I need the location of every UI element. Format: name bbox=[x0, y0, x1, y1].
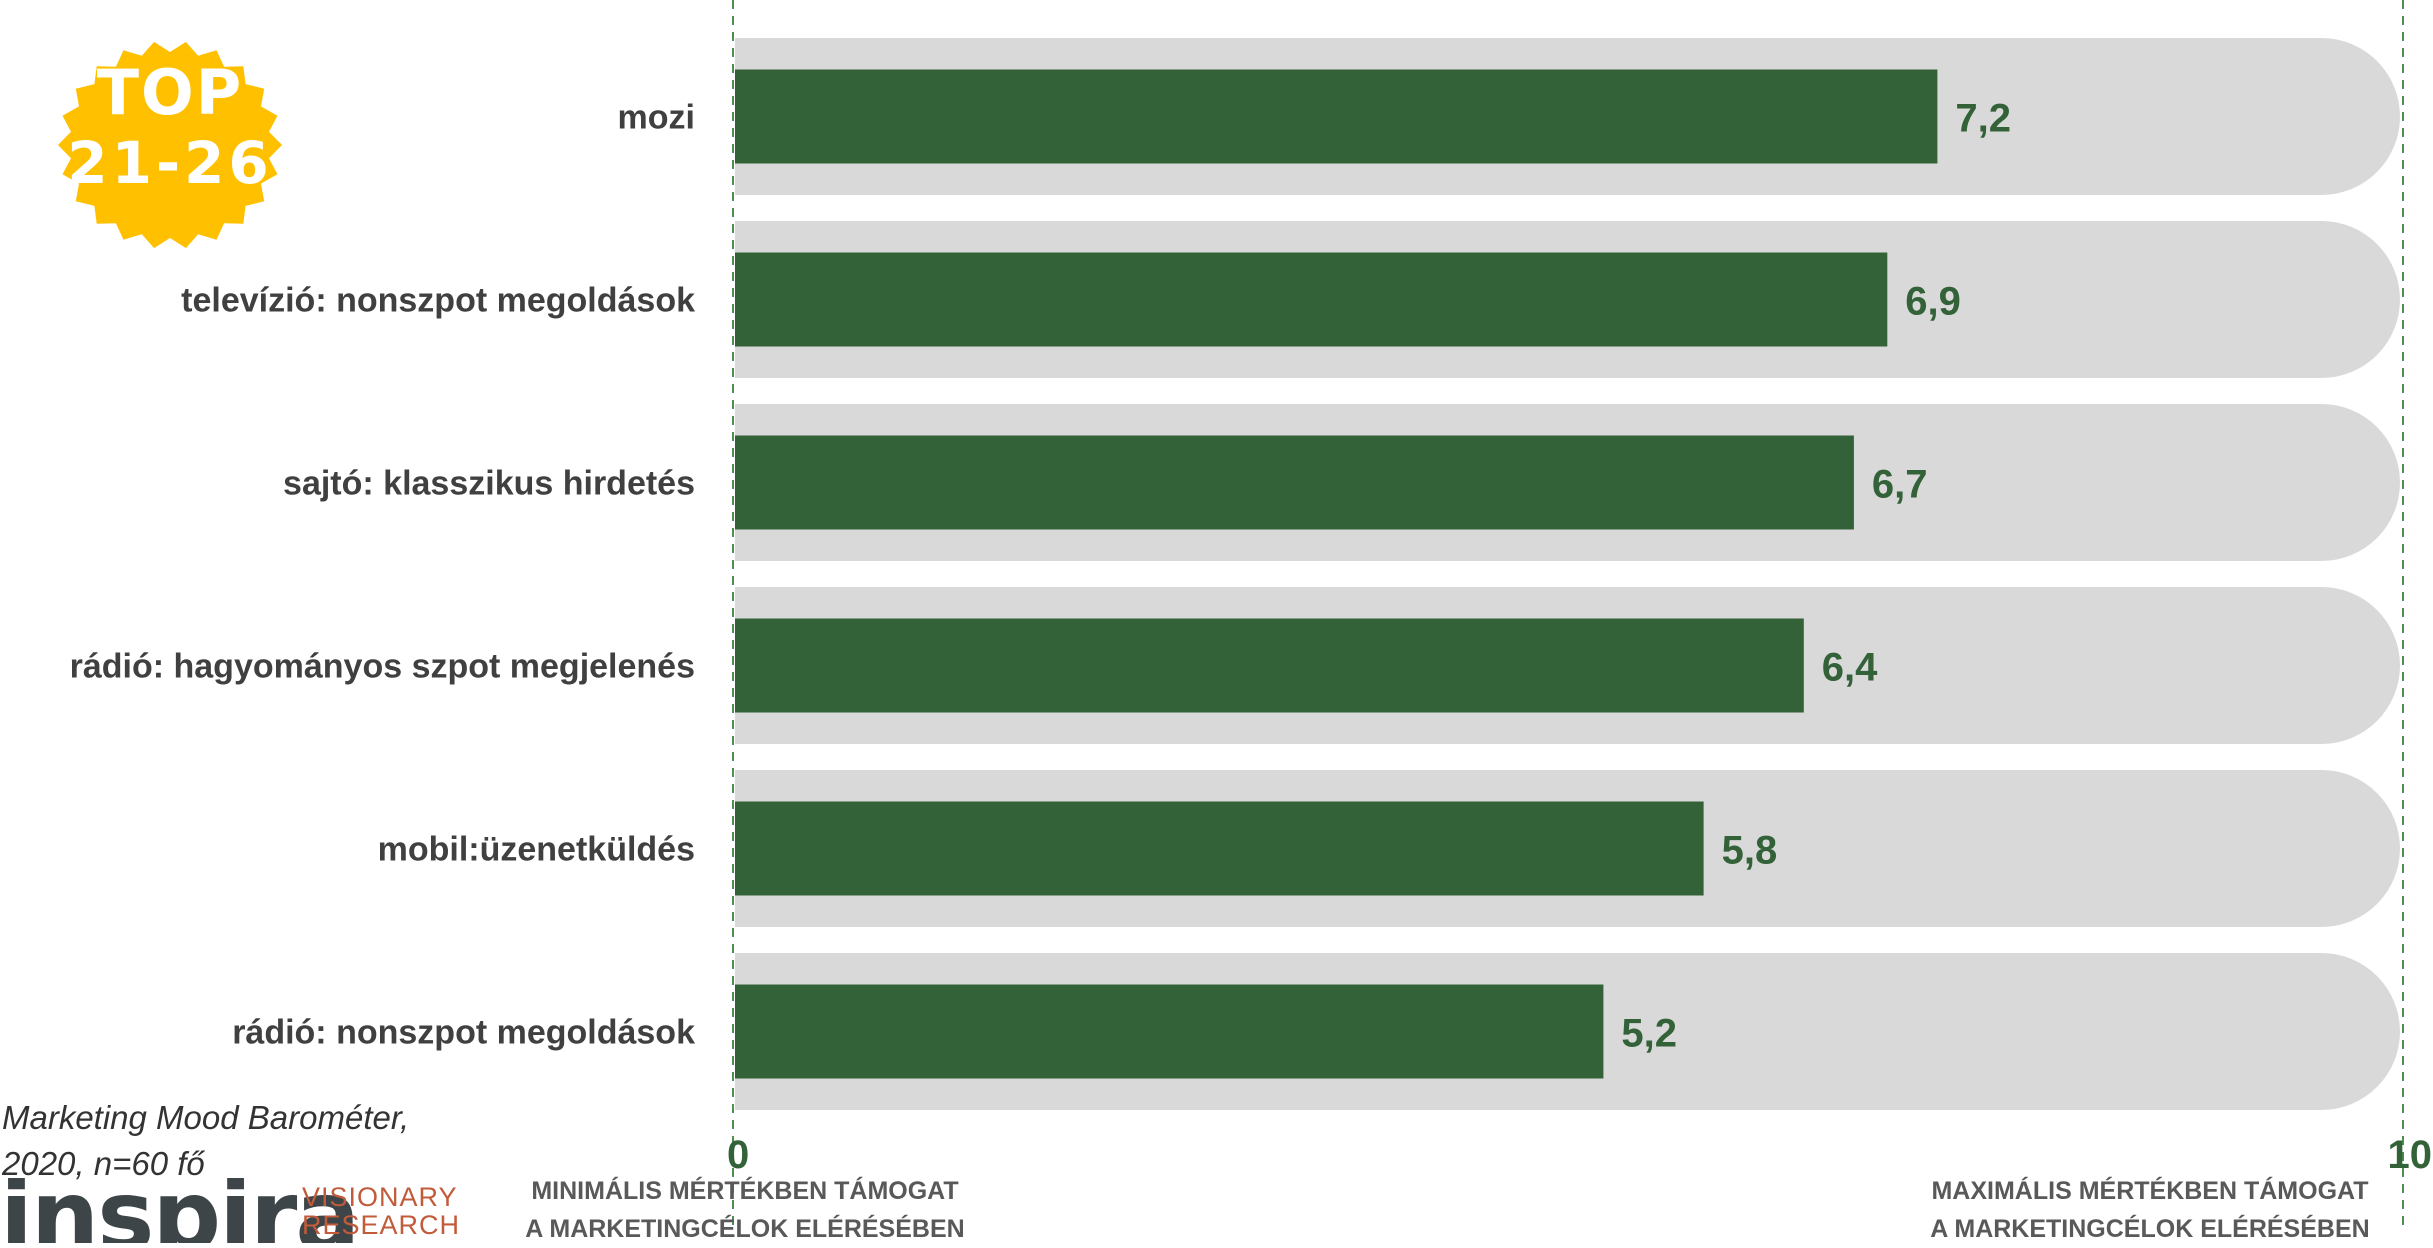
top-badge-icon bbox=[58, 41, 282, 249]
bar bbox=[735, 984, 1604, 1079]
tick-label-min: 0 bbox=[727, 1133, 749, 1177]
source-line-1: Marketing Mood Barométer, bbox=[2, 1099, 410, 1136]
value-label: 6,7 bbox=[1872, 463, 1928, 507]
axis-caption-max-line-1: MAXIMÁLIS MÉRTÉKBEN TÁMOGAT bbox=[1931, 1177, 2369, 1205]
bars bbox=[735, 69, 1938, 1079]
bar bbox=[735, 801, 1704, 896]
value-label: 6,9 bbox=[1905, 280, 1961, 324]
logo-wordmark: inspira bbox=[0, 1178, 360, 1243]
axis-caption-min-line-2: A MARKETINGCÉLOK ELÉRÉSÉBEN bbox=[525, 1215, 965, 1243]
value-label: 5,2 bbox=[1621, 1012, 1677, 1056]
axis-gridlines bbox=[732, 0, 2404, 1225]
top-badge: TOP 21-26 bbox=[55, 60, 285, 194]
logo-subtitle: VISIONARY RESEARCH bbox=[302, 1183, 460, 1239]
value-label: 5,8 bbox=[1722, 829, 1778, 873]
category-label: rádió: nonszpot megoldások bbox=[232, 1014, 695, 1052]
axis-caption-min-line-1: MINIMÁLIS MÉRTÉKBEN TÁMOGAT bbox=[531, 1177, 959, 1205]
value-label: 6,4 bbox=[1822, 646, 1878, 690]
bar-tracks bbox=[735, 38, 2400, 1110]
tick-labels: 0 10 bbox=[727, 1133, 2432, 1177]
source-note: Marketing Mood Barométer, 2020, n=60 fő bbox=[2, 1095, 522, 1187]
bar bbox=[735, 252, 1888, 347]
category-label: televízió: nonszpot megoldások bbox=[181, 282, 695, 320]
axis-caption-min: MINIMÁLIS MÉRTÉKBEN TÁMOGAT A MARKETINGC… bbox=[465, 1172, 1025, 1248]
bar bbox=[735, 435, 1854, 530]
value-labels: 7,2 6,9 6,7 6,4 5,8 5,2 bbox=[1621, 97, 2011, 1056]
bar bbox=[735, 69, 1938, 164]
category-label: sajtó: klasszikus hirdetés bbox=[283, 465, 695, 503]
category-label: mozi bbox=[618, 99, 695, 137]
tick-label-max: 10 bbox=[2388, 1133, 2433, 1177]
source-line-2: 2020, n=60 fő bbox=[2, 1145, 205, 1182]
axis-caption-max: MAXIMÁLIS MÉRTÉKBEN TÁMOGAT A MARKETINGC… bbox=[1870, 1172, 2430, 1248]
axis-caption-max-line-2: A MARKETINGCÉLOK ELÉRÉSÉBEN bbox=[1930, 1215, 2370, 1243]
category-labels: mozi televízió: nonszpot megoldások sajtó:… bbox=[70, 99, 695, 1052]
logo-subtitle-line-1: VISIONARY bbox=[302, 1182, 458, 1212]
value-label: 7,2 bbox=[1955, 97, 2011, 141]
category-label: mobil:üzenetküldés bbox=[378, 831, 695, 869]
bar bbox=[735, 618, 1804, 713]
top-badge-range: 21-26 bbox=[67, 129, 273, 198]
top-badge-title: TOP bbox=[96, 56, 244, 129]
category-label: rádió: hagyományos szpot megjelenés bbox=[70, 648, 695, 686]
logo-subtitle-line-2: RESEARCH bbox=[302, 1210, 461, 1240]
inspira-logo: inspira VISIONARY RESEARCH bbox=[0, 1178, 480, 1243]
